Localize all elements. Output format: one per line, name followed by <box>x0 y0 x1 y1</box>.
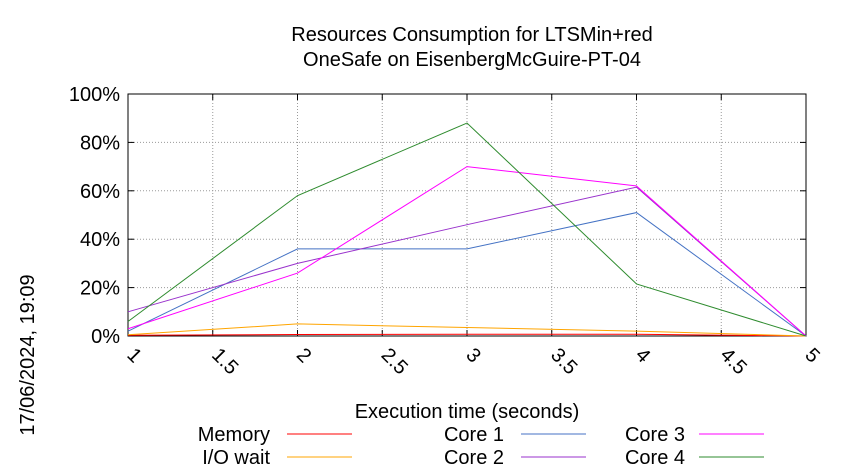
y-tick-label: 80% <box>80 132 120 154</box>
series-line-core-4 <box>127 122 807 337</box>
series-line-memory <box>127 333 807 337</box>
chart-title-line2: OneSafe on EisenbergMcGuire-PT-04 <box>303 49 641 71</box>
legend-label-core-2: Core 2 <box>444 447 504 469</box>
timestamp-label: 17/06/2024, 19:09 <box>17 274 39 435</box>
series-line-core-1 <box>127 212 807 337</box>
x-tick-label: 1.5 <box>207 344 242 379</box>
y-tick-label: 60% <box>80 181 120 203</box>
y-tick-label: 0% <box>91 326 120 348</box>
y-tick-label: 40% <box>80 229 120 251</box>
y-tick-label: 20% <box>80 278 120 300</box>
legend-label-i-o-wait: I/O wait <box>202 447 270 469</box>
series-lines <box>127 122 807 337</box>
legend-label-memory: Memory <box>198 424 270 446</box>
x-tick-label: 3 <box>461 344 484 367</box>
x-axis-label: Execution time (seconds) <box>355 401 580 423</box>
series-line-core-3 <box>127 166 807 337</box>
y-tick-label: 100% <box>69 84 120 106</box>
series-line-i-o-wait <box>127 323 807 337</box>
x-tick-label: 5 <box>800 344 823 367</box>
legend-label-core-4: Core 4 <box>625 447 685 469</box>
x-tick-label: 1 <box>122 344 145 367</box>
legend-label-core-3: Core 3 <box>625 424 685 446</box>
legend-label-core-1: Core 1 <box>444 424 504 446</box>
x-tick-label: 4 <box>631 344 654 367</box>
series-line-core-2 <box>127 186 807 337</box>
y-axis-ticks: 0% 20% 40% 60% 80% 100% <box>69 84 806 348</box>
grid-lines <box>128 94 806 336</box>
x-tick-label: 2 <box>292 344 315 367</box>
x-tick-label: 2.5 <box>377 344 412 379</box>
x-tick-label: 4.5 <box>716 344 751 379</box>
x-tick-label: 3.5 <box>546 344 581 379</box>
chart-title-line1: Resources Consumption for LTSMin+red <box>291 24 652 46</box>
